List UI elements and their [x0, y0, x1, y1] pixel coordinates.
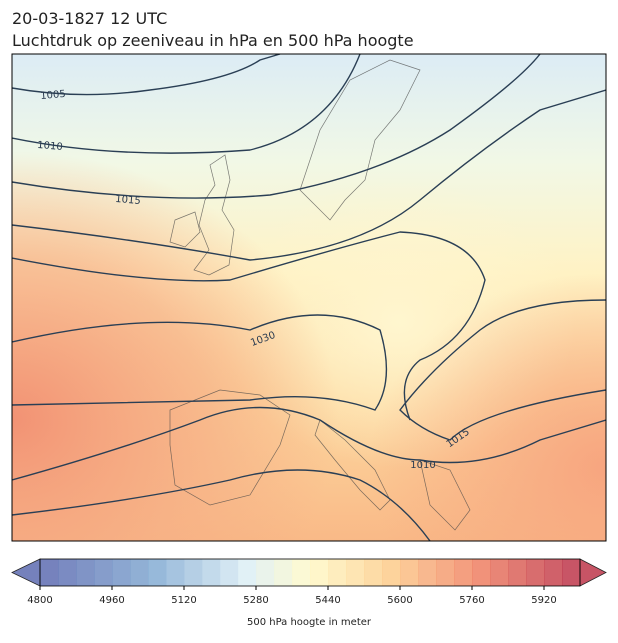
colorbar-tick-label: 5440: [315, 595, 340, 606]
colorbar-frame: [39, 558, 581, 587]
map-title: Luchtdruk op zeeniveau in hPa en 500 hPa…: [12, 31, 414, 50]
colorbar-segment: [472, 559, 491, 586]
colorbar-segment: [238, 559, 257, 586]
colorbar-segment: [346, 559, 365, 586]
colorbar-segment: [40, 559, 59, 586]
colorbar-segment: [544, 559, 563, 586]
colorbar-tick-label: 5920: [531, 595, 556, 606]
contour-label: 1015: [115, 194, 141, 207]
colorbar-segment: [364, 559, 383, 586]
colorbar-segment: [400, 559, 419, 586]
colorbar-segment: [454, 559, 473, 586]
colorbar-tick-label: 5600: [387, 595, 412, 606]
colorbar-segment: [490, 559, 509, 586]
colorbar-segment: [148, 559, 167, 586]
colorbar-segment: [382, 559, 401, 586]
colorbar-extend-high: [579, 558, 607, 587]
colorbar-segment: [202, 559, 221, 586]
colorbar-label: 500 hPa hoogte in meter: [247, 617, 372, 628]
colorbar-segment: [130, 559, 149, 586]
colorbar-segment: [562, 559, 581, 586]
colorbar-segment: [508, 559, 527, 586]
colorbar-segment: [310, 559, 329, 586]
colorbar-tick-label: 4960: [99, 595, 124, 606]
colorbar-segment: [220, 559, 239, 586]
colorbar-tick-label: 5280: [243, 595, 268, 606]
colorbar-segment: [58, 559, 77, 586]
colorbar-segment: [274, 559, 293, 586]
colorbar-segment: [436, 559, 455, 586]
colorbar-tick-label: 4800: [27, 595, 52, 606]
colorbar-segment: [94, 559, 113, 586]
colorbar-segment: [418, 559, 437, 586]
date-title: 20-03-1827 12 UTC: [12, 9, 167, 28]
colorbar-segment: [112, 559, 131, 586]
colorbar-tick-label: 5760: [459, 595, 484, 606]
contour-label: 1010: [410, 460, 435, 471]
colorbar-segment: [184, 559, 203, 586]
colorbar-extend-low: [11, 558, 41, 587]
colorbar-segment: [76, 559, 95, 586]
colorbar-segment: [526, 559, 545, 586]
map: [12, 54, 606, 541]
map-frame: [11, 53, 607, 542]
colorbar-segment: [292, 559, 311, 586]
colorbar-segment: [328, 559, 347, 586]
contour-label: 1010: [37, 140, 63, 153]
colorbar-segment: [166, 559, 185, 586]
colorbar-segment: [256, 559, 275, 586]
colorbar-tick-label: 5120: [171, 595, 196, 606]
contour-label: 1005: [40, 89, 66, 102]
